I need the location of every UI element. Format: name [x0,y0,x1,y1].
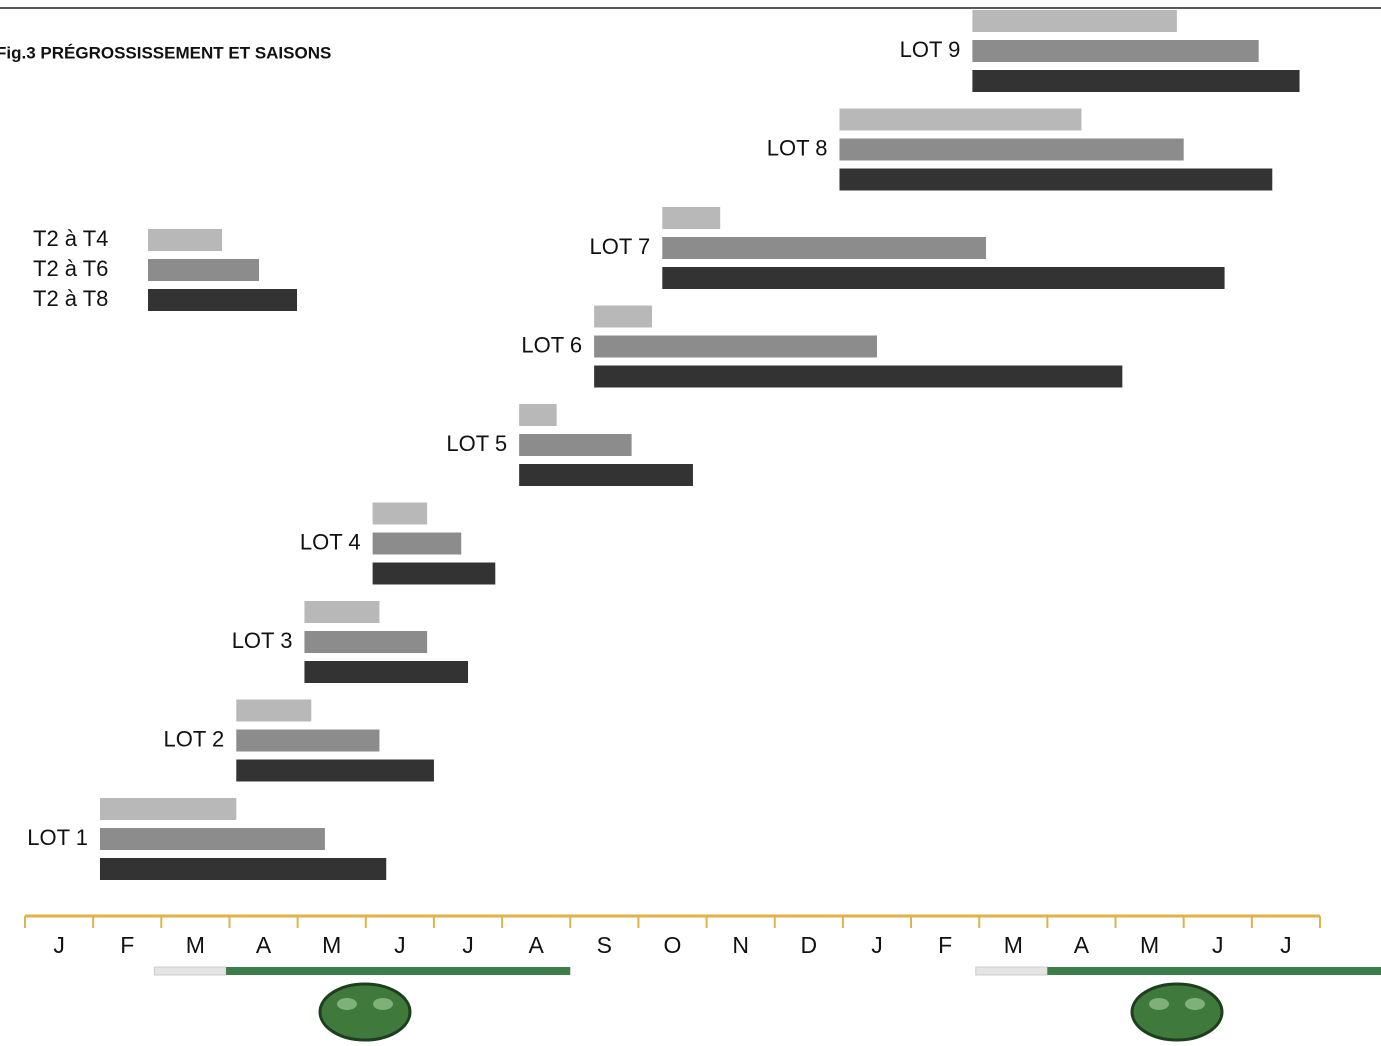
season [226,967,570,975]
month-label: J [1280,932,1292,958]
bar [100,828,325,850]
month-label: J [1212,932,1224,958]
month-label: M [186,932,205,958]
bar [972,10,1176,32]
bar [100,798,236,820]
lot-label: LOT 2 [164,726,225,751]
bar [594,306,652,328]
season-start [155,967,227,975]
lot-label: LOT 6 [521,332,582,357]
month-label: J [53,932,65,958]
bar [236,730,379,752]
bar [100,858,386,880]
month-label: J [871,932,883,958]
legend-label: T2 à T4 [33,226,108,251]
chart-title: Fig.3 PRÉGROSSISSEMENT ET SAISONS [0,43,331,62]
month-label: J [462,932,474,958]
bar [972,70,1299,92]
bar [839,169,1272,191]
lot-label: LOT 8 [767,135,828,160]
month-label: F [938,932,952,958]
month-label: D [801,932,818,958]
month-label: A [1074,932,1090,958]
month-label: A [529,932,545,958]
bar [839,139,1183,161]
bar [662,237,986,259]
season [1047,967,1381,975]
bar [662,267,1224,289]
bar [839,109,1081,131]
bar [304,661,468,683]
bar [519,464,693,486]
bar [373,533,462,555]
bar [519,404,556,426]
bar [304,631,427,653]
bar [972,40,1258,62]
lot-label: LOT 1 [27,825,88,850]
month-label: A [256,932,272,958]
bar [373,503,428,525]
bar [519,434,631,456]
lot-label: LOT 3 [232,628,293,653]
legend-swatch [148,259,259,281]
lot-label: LOT 7 [590,234,651,259]
month-label: O [664,932,682,958]
legend-label: T2 à T6 [33,256,108,281]
month-label: N [732,932,749,958]
bar [594,366,1122,388]
legend-swatch [148,289,297,311]
lot-label: LOT 9 [900,37,961,62]
legend-swatch [148,229,222,251]
legend-label: T2 à T8 [33,286,108,311]
bar [236,700,311,722]
lot-label: LOT 4 [300,529,361,554]
bar [373,563,496,585]
season-start [976,967,1048,975]
month-label: M [1140,932,1159,958]
lot-label: LOT 5 [446,431,507,456]
bar [236,760,434,782]
month-label: M [1004,932,1023,958]
bar [662,207,720,229]
month-label: F [120,932,134,958]
month-label: S [597,932,612,958]
bar [594,336,877,358]
month-label: M [322,932,341,958]
frog [320,984,410,1040]
frog [1132,984,1222,1040]
bar [304,601,379,623]
chart: Fig.3 PRÉGROSSISSEMENT ET SAISONS J F M A M J… [0,0,1381,1046]
month-label: J [394,932,406,958]
